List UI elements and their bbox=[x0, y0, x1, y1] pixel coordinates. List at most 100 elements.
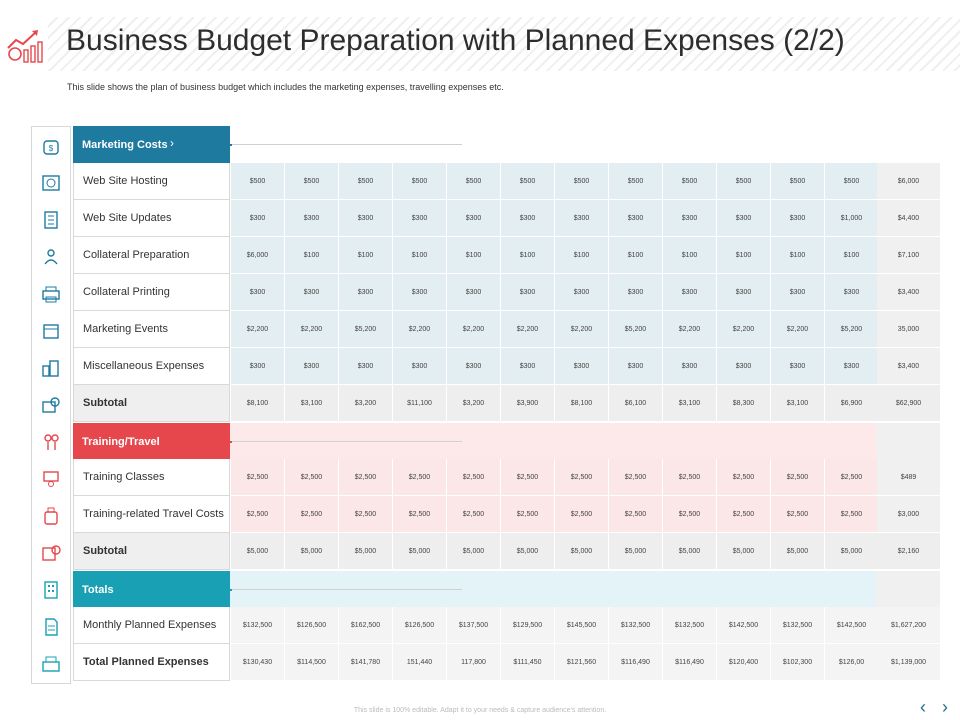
month-value-cell: $2,500 bbox=[231, 459, 285, 496]
money-bag-icon: $ bbox=[43, 140, 59, 155]
row-label: Subtotal bbox=[73, 385, 230, 422]
calendar-event-icon bbox=[43, 324, 59, 339]
month-value-cell: $126,500 bbox=[393, 607, 447, 644]
row-total-cell: $2,160 bbox=[877, 533, 941, 570]
title-band bbox=[48, 17, 960, 71]
next-slide-icon[interactable]: › bbox=[942, 697, 948, 717]
marketing-connector-line bbox=[172, 144, 232, 146]
month-value-cell: $300 bbox=[663, 200, 717, 237]
row-label: Collateral Preparation bbox=[73, 237, 230, 274]
month-value-cell: $3,200 bbox=[447, 385, 501, 422]
month-value-cell: $300 bbox=[231, 200, 285, 237]
training-band-total bbox=[876, 423, 940, 460]
month-value-cell: $5,000 bbox=[339, 533, 393, 570]
month-value-cell: $300 bbox=[717, 200, 771, 237]
month-value-cell: $100 bbox=[501, 237, 555, 274]
month-value-cell: 117,800 bbox=[447, 644, 501, 681]
month-value-cell: $2,500 bbox=[231, 496, 285, 533]
month-value-cell: $111,450 bbox=[501, 644, 555, 681]
month-value-cell: $2,500 bbox=[663, 459, 717, 496]
page-title: Business Budget Preparation with Planned… bbox=[66, 24, 845, 57]
row-total-cell: $1,627,200 bbox=[877, 607, 941, 644]
month-value-cell: $5,200 bbox=[339, 311, 393, 348]
month-value-cell: $2,500 bbox=[447, 496, 501, 533]
month-value-cell: $129,500 bbox=[501, 607, 555, 644]
month-value-cell: $5,200 bbox=[825, 311, 879, 348]
totals-connector-line bbox=[172, 589, 232, 591]
month-value-cell: $100 bbox=[717, 237, 771, 274]
cash-register-icon bbox=[42, 656, 60, 672]
month-value-cell: $100 bbox=[771, 237, 825, 274]
month-value-cell: $300 bbox=[555, 274, 609, 311]
month-value-cell: $2,500 bbox=[717, 459, 771, 496]
month-value-cell: $300 bbox=[231, 274, 285, 311]
month-value-cell: $3,100 bbox=[285, 385, 339, 422]
month-value-cell: $132,500 bbox=[771, 607, 825, 644]
month-value-cell: $2,200 bbox=[447, 311, 501, 348]
month-value-cell: $300 bbox=[555, 200, 609, 237]
month-value-cell: $100 bbox=[609, 237, 663, 274]
month-value-cell: $100 bbox=[825, 237, 879, 274]
svg-text:$: $ bbox=[49, 144, 54, 153]
month-value-cell: $500 bbox=[285, 163, 339, 200]
row-total-cell: $3,000 bbox=[877, 496, 941, 533]
month-value-cell: $300 bbox=[393, 348, 447, 385]
money-stack-icon bbox=[42, 397, 60, 413]
row-label: Training-related Travel Costs bbox=[73, 496, 230, 533]
month-value-cell: $6,000 bbox=[231, 237, 285, 274]
month-value-cell: $300 bbox=[339, 348, 393, 385]
month-value-cell: $300 bbox=[285, 348, 339, 385]
report-document-icon bbox=[45, 618, 58, 636]
month-value-cell: $126,500 bbox=[285, 607, 339, 644]
month-value-cell: $114,500 bbox=[285, 644, 339, 681]
month-value-cell: $3,900 bbox=[501, 385, 555, 422]
finance-growth-logo-icon bbox=[7, 30, 43, 63]
month-value-cell: $5,000 bbox=[231, 533, 285, 570]
month-value-cell: $2,200 bbox=[393, 311, 447, 348]
month-value-cell: $2,200 bbox=[555, 311, 609, 348]
month-value-cell: $121,560 bbox=[555, 644, 609, 681]
month-value-cell: $145,500 bbox=[555, 607, 609, 644]
month-value-cell: $300 bbox=[609, 200, 663, 237]
month-value-cell: $2,500 bbox=[339, 459, 393, 496]
month-value-cell: $300 bbox=[393, 200, 447, 237]
month-value-cell: $116,490 bbox=[663, 644, 717, 681]
month-value-cell: $300 bbox=[339, 274, 393, 311]
training-connector-line bbox=[172, 441, 232, 443]
month-value-cell: $2,500 bbox=[825, 459, 879, 496]
month-value-cell: $5,000 bbox=[717, 533, 771, 570]
month-value-cell: $300 bbox=[825, 274, 879, 311]
printer-icon bbox=[42, 286, 60, 303]
month-value-cell: $2,500 bbox=[555, 459, 609, 496]
month-value-cell: $300 bbox=[663, 274, 717, 311]
month-value-cell: $102,300 bbox=[771, 644, 825, 681]
month-value-cell: $500 bbox=[609, 163, 663, 200]
row-total-cell: $6,000 bbox=[877, 163, 941, 200]
month-value-cell: 151,440 bbox=[393, 644, 447, 681]
month-value-cell: $3,100 bbox=[771, 385, 825, 422]
row-total-cell: $3,400 bbox=[877, 274, 941, 311]
month-value-cell: $5,000 bbox=[555, 533, 609, 570]
month-value-cell: $500 bbox=[663, 163, 717, 200]
month-value-cell: $5,000 bbox=[663, 533, 717, 570]
month-value-cell: $300 bbox=[663, 348, 717, 385]
month-value-cell: $300 bbox=[447, 348, 501, 385]
month-value-cell: $2,500 bbox=[501, 496, 555, 533]
month-value-cell: $300 bbox=[771, 200, 825, 237]
marketing-chevron-icon: › bbox=[170, 136, 174, 150]
building-icon bbox=[44, 211, 58, 229]
month-value-cell: $162,500 bbox=[339, 607, 393, 644]
month-value-cell: $6,900 bbox=[825, 385, 879, 422]
prev-slide-icon[interactable]: ‹ bbox=[920, 697, 926, 717]
month-value-cell: $300 bbox=[339, 200, 393, 237]
month-value-cell: $2,500 bbox=[555, 496, 609, 533]
row-label: Miscellaneous Expenses bbox=[73, 348, 230, 385]
month-value-cell: $500 bbox=[501, 163, 555, 200]
row-label: Marketing Events bbox=[73, 311, 230, 348]
month-value-cell: $11,100 bbox=[393, 385, 447, 422]
row-label: Training Classes bbox=[73, 459, 230, 496]
month-value-cell: $8,300 bbox=[717, 385, 771, 422]
month-value-cell: $6,100 bbox=[609, 385, 663, 422]
month-value-cell: $2,500 bbox=[285, 496, 339, 533]
website-icon bbox=[42, 175, 60, 191]
